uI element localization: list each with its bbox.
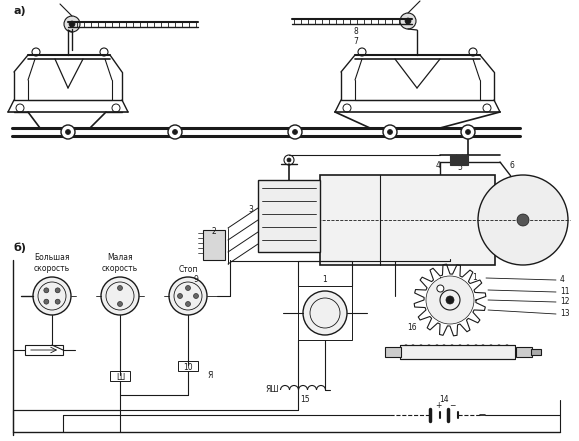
Circle shape bbox=[185, 285, 190, 291]
Text: Я: Я bbox=[207, 370, 212, 380]
Circle shape bbox=[178, 294, 182, 299]
Bar bbox=[531, 349, 541, 355]
Circle shape bbox=[118, 302, 123, 306]
Text: а): а) bbox=[14, 6, 27, 16]
Text: 3: 3 bbox=[248, 206, 253, 214]
Circle shape bbox=[469, 48, 477, 56]
Text: Ш: Ш bbox=[116, 374, 124, 382]
Text: −: − bbox=[449, 401, 455, 411]
Circle shape bbox=[44, 288, 49, 293]
Circle shape bbox=[112, 104, 120, 112]
Bar bbox=[400, 345, 515, 359]
Text: 1: 1 bbox=[472, 273, 477, 281]
Bar bbox=[178, 361, 198, 371]
Circle shape bbox=[461, 125, 475, 139]
Text: 1: 1 bbox=[323, 274, 327, 284]
Circle shape bbox=[193, 294, 199, 299]
Bar bbox=[298, 286, 352, 340]
Circle shape bbox=[16, 104, 24, 112]
Circle shape bbox=[65, 130, 71, 135]
Circle shape bbox=[100, 48, 108, 56]
Circle shape bbox=[185, 302, 190, 306]
Circle shape bbox=[426, 276, 474, 324]
Circle shape bbox=[284, 155, 294, 165]
Circle shape bbox=[33, 277, 71, 315]
Circle shape bbox=[173, 130, 178, 135]
Circle shape bbox=[517, 214, 529, 226]
Text: 8: 8 bbox=[353, 27, 358, 37]
Text: 2: 2 bbox=[211, 228, 216, 236]
Circle shape bbox=[383, 125, 397, 139]
Circle shape bbox=[118, 285, 123, 291]
Text: +: + bbox=[435, 401, 441, 411]
Circle shape bbox=[478, 175, 568, 265]
Bar bbox=[450, 155, 468, 165]
Circle shape bbox=[466, 130, 471, 135]
Circle shape bbox=[101, 277, 139, 315]
Bar bbox=[25, 345, 63, 355]
Circle shape bbox=[44, 299, 49, 304]
Text: 15: 15 bbox=[300, 396, 310, 404]
Text: 16: 16 bbox=[407, 324, 417, 333]
Circle shape bbox=[169, 277, 207, 315]
Text: 4: 4 bbox=[560, 276, 565, 284]
Circle shape bbox=[358, 48, 366, 56]
Text: 4: 4 bbox=[435, 161, 440, 169]
Circle shape bbox=[405, 18, 411, 24]
Circle shape bbox=[64, 16, 80, 32]
Circle shape bbox=[400, 13, 416, 29]
Circle shape bbox=[437, 285, 444, 292]
Circle shape bbox=[55, 299, 60, 304]
Text: Стоп: Стоп bbox=[178, 265, 198, 273]
Text: ЯШ: ЯШ bbox=[265, 385, 279, 395]
Text: 11: 11 bbox=[560, 288, 570, 296]
Circle shape bbox=[483, 104, 491, 112]
Bar bbox=[385, 347, 401, 357]
Circle shape bbox=[69, 21, 75, 27]
Circle shape bbox=[32, 48, 40, 56]
Circle shape bbox=[343, 104, 351, 112]
Text: 12: 12 bbox=[560, 298, 570, 306]
Text: 13: 13 bbox=[560, 310, 570, 318]
Circle shape bbox=[61, 125, 75, 139]
Text: 10: 10 bbox=[183, 363, 193, 373]
Circle shape bbox=[387, 130, 393, 135]
Bar bbox=[320, 175, 495, 265]
Text: 9: 9 bbox=[193, 274, 198, 284]
Bar bbox=[516, 347, 532, 357]
Circle shape bbox=[168, 125, 182, 139]
Circle shape bbox=[288, 125, 302, 139]
Bar bbox=[203, 230, 225, 260]
Text: 5: 5 bbox=[457, 164, 463, 172]
Text: 14: 14 bbox=[439, 395, 449, 404]
Bar bbox=[110, 371, 130, 381]
Circle shape bbox=[446, 296, 454, 304]
Circle shape bbox=[303, 291, 347, 335]
Circle shape bbox=[55, 288, 60, 293]
Circle shape bbox=[292, 130, 298, 135]
Text: 7: 7 bbox=[353, 37, 358, 46]
Bar bbox=[258, 180, 320, 252]
Text: Малая
скорость: Малая скорость bbox=[102, 253, 138, 273]
Text: 6: 6 bbox=[510, 161, 515, 169]
Text: б): б) bbox=[13, 243, 26, 253]
Text: Большая
скорость: Большая скорость bbox=[34, 253, 70, 273]
Circle shape bbox=[287, 158, 291, 162]
